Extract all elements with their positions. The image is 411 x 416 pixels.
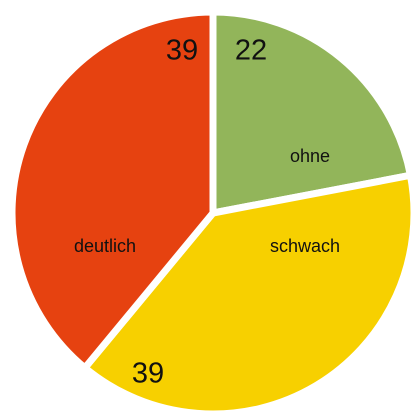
- category-label: deutlich: [74, 236, 136, 256]
- category-label: ohne: [290, 146, 330, 166]
- pie-slice: [209, 8, 411, 218]
- category-label: schwach: [270, 236, 340, 256]
- pie-slice: [79, 171, 411, 416]
- value-label: 39: [132, 358, 164, 390]
- value-label: 39: [166, 35, 198, 67]
- pie-slice: [8, 8, 217, 373]
- value-label: 22: [235, 35, 267, 67]
